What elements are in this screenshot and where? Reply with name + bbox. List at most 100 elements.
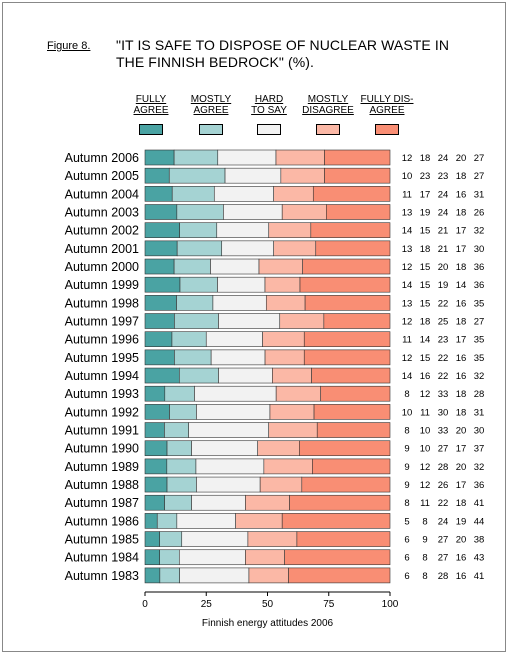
bar-segment-mostly-agree [168,167,226,184]
value-label: 15 [420,298,431,309]
bar-segment-fully-agree [144,458,168,475]
value-label: 35 [474,335,485,346]
bar-segment-mostly-agree [169,404,197,420]
legend-label-hard-to-say: HARD TO SAY [251,94,287,116]
value-label: 44 [474,516,485,527]
value-label: 23 [438,171,449,182]
bar-segment-mostly-disagree [275,385,322,402]
value-label: 18 [456,171,467,182]
value-label: 30 [474,244,485,255]
bar-segment-fully-disagree [299,276,391,293]
bar-segment-fully-agree [144,476,168,493]
bar-segment-fully-disagree [302,258,391,275]
value-label: 16 [456,353,467,364]
bar-segment-mostly-disagree [264,349,305,366]
bar-segment-fully-agree [144,494,165,511]
value-label: 8 [404,498,409,509]
value-label: 17 [456,480,467,491]
value-label: 15 [420,262,431,273]
value-label: 20 [456,426,467,437]
value-label: 18 [456,389,467,400]
x-tick-label: 0 [142,599,148,610]
legend-item-mostly-disagree: MOSTLY DISAGREE [293,94,363,138]
bar-segment-mostly-disagree [264,276,301,293]
value-label: 38 [474,535,485,546]
value-label: 17 [456,244,467,255]
bar-segment-mostly-agree [164,494,192,511]
value-label: 28 [438,571,449,582]
legend-item-fully-agree: FULLY AGREE [116,94,186,138]
bar-segment-fully-agree [144,567,161,584]
value-label: 27 [474,317,485,328]
bar-segment-mostly-agree [176,240,223,257]
bar-segment-fully-agree [144,404,170,420]
value-label: 10 [420,444,431,455]
value-label: 35 [474,353,485,364]
value-label: 18 [456,498,467,509]
category-label: Autumn 1995 [65,351,139,365]
x-tick-label: 100 [382,599,399,610]
bar-segment-hard-to-say [218,367,273,384]
bar-segment-hard-to-say [196,404,271,420]
category-label: Autumn 2005 [65,169,139,183]
bar-segment-mostly-agree [164,385,195,402]
legend-label-mostly-agree: MOSTLY AGREE [190,94,232,116]
bar-segment-hard-to-say [221,240,274,257]
value-label: 17 [456,444,467,455]
value-label: 11 [402,189,412,200]
bar-segment-hard-to-say [194,385,277,402]
value-label: 23 [438,335,449,346]
legend-item-fully-disagree: FULLY DIS- AGREE [352,94,422,138]
bar-segment-fully-agree [144,385,166,402]
category-label: Autumn 1989 [65,460,139,474]
category-label: Autumn 1984 [65,551,139,565]
bar-segment-mostly-disagree [258,258,303,275]
bar-segment-mostly-agree [179,276,218,293]
bar-segment-mostly-disagree [263,458,313,475]
bar-segment-mostly-disagree [269,404,315,420]
value-label: 16 [456,298,467,309]
bar-segment-fully-disagree [324,149,391,166]
legend-label-mostly-disagree: MOSTLY DISAGREE [302,94,354,116]
value-label: 37 [474,444,485,455]
legend-label-fully-agree: FULLY AGREE [133,94,169,116]
bar-segment-mostly-agree [174,313,219,329]
value-label: 36 [474,280,485,291]
value-label: 12 [420,389,431,400]
bar-segment-fully-disagree [323,313,391,329]
value-label: 9 [404,480,409,491]
bar-segment-hard-to-say [191,494,246,511]
bar-segment-mostly-disagree [280,167,325,184]
bar-segment-mostly-agree [159,531,183,547]
bar-segment-fully-disagree [289,494,391,511]
value-label: 14 [402,226,413,237]
category-label: Autumn 1993 [65,387,139,401]
x-tick-label: 75 [323,599,335,610]
bar-segment-mostly-disagree [268,222,312,238]
bar-segment-mostly-agree [164,422,189,438]
value-label: 30 [474,426,485,437]
bar-segment-fully-agree [144,295,177,311]
value-label: 12 [420,462,431,473]
bar-segment-mostly-disagree [248,567,289,584]
bar-segment-hard-to-say [218,313,281,329]
value-label: 43 [474,553,485,564]
value-label: 16 [456,189,467,200]
category-label: Autumn 1999 [65,278,139,292]
x-tick-label: 25 [201,599,213,610]
legend-label-fully-disagree: FULLY DIS- AGREE [360,94,414,116]
category-label: Autumn 1994 [65,369,139,383]
bar-segment-fully-disagree [313,404,391,420]
value-label: 9 [404,462,409,473]
value-label: 14 [402,371,413,382]
value-label: 41 [474,571,485,582]
value-label: 6 [404,571,409,582]
value-label: 14 [420,335,431,346]
bar-segment-hard-to-say [213,186,274,202]
value-label: 11 [402,335,412,346]
category-label: Autumn 1986 [65,514,139,528]
bar-segment-fully-disagree [312,458,391,475]
bar-segment-hard-to-say [217,276,266,293]
bar-segment-fully-agree [144,240,178,257]
bar-segment-mostly-agree [171,331,207,348]
